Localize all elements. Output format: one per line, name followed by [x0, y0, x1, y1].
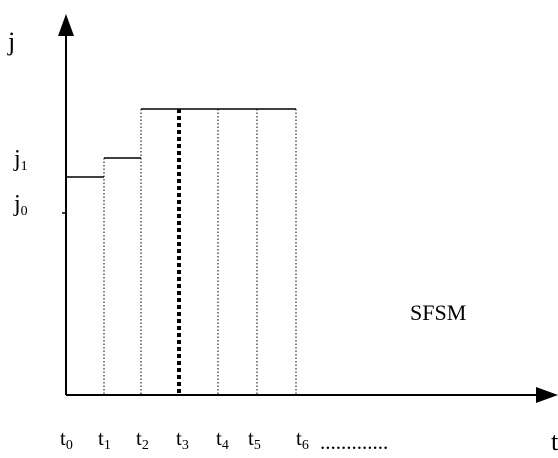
y-axis-arrow-icon [58, 14, 74, 36]
x-tick-trailer: ............. [320, 430, 388, 454]
x-axis-label: t [551, 427, 558, 456]
y-axis-label: j [7, 27, 15, 56]
x-tick-label-t0: t0 [60, 426, 73, 453]
x-tick-label-t3: t3 [176, 426, 189, 453]
x-axis-arrow-icon [536, 387, 558, 403]
x-tick-label-t2: t2 [136, 426, 149, 453]
y-tick-label-j0: j0 [13, 191, 28, 219]
x-tick-label-t4: t4 [216, 426, 229, 453]
y-tick-label-j1: j1 [13, 146, 28, 174]
sfsm-label: SFSM [410, 300, 466, 325]
x-tick-label-t1: t1 [98, 426, 111, 453]
x-tick-label-t6: t6 [296, 426, 309, 453]
x-tick-label-t5: t5 [248, 426, 261, 453]
